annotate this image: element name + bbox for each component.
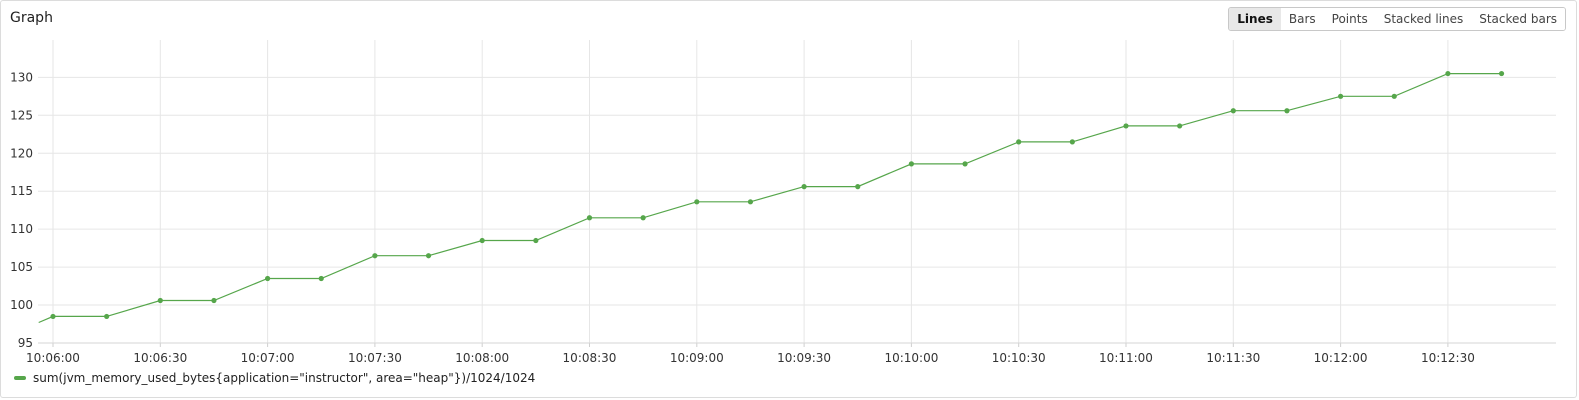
points-mode-button[interactable]: Points (1323, 8, 1376, 30)
chart-legend[interactable]: sum(jvm_memory_used_bytes{application="i… (14, 371, 535, 385)
data-point (1391, 93, 1397, 99)
lines-mode-button[interactable]: Lines (1229, 8, 1281, 30)
y-tick-label: 125 (10, 108, 33, 122)
data-point (425, 253, 432, 259)
data-point (1338, 93, 1344, 99)
x-tick-label: 10:11:00 (1099, 351, 1153, 365)
data-point (586, 215, 593, 221)
data-point (50, 313, 56, 320)
x-tick-label: 10:06:00 (26, 351, 80, 365)
data-point (1284, 108, 1290, 114)
data-point (479, 237, 485, 244)
x-tick-label: 10:10:30 (992, 351, 1046, 365)
data-point (533, 237, 539, 244)
y-tick-label: 110 (10, 222, 33, 236)
data-point (908, 161, 915, 167)
data-point (962, 161, 968, 167)
series-line (38, 73, 1502, 324)
data-point (1123, 123, 1129, 129)
panel-title: Graph (10, 10, 53, 26)
x-tick-label: 10:07:00 (241, 351, 295, 365)
data-point (1445, 70, 1451, 77)
x-tick-label: 10:11:30 (1206, 351, 1260, 365)
stacked-bars-mode-button[interactable]: Stacked bars (1471, 8, 1565, 30)
bars-mode-button[interactable]: Bars (1280, 8, 1324, 30)
x-tick-label: 10:09:30 (777, 351, 831, 365)
y-tick-label: 105 (10, 260, 33, 274)
legend-swatch (14, 376, 26, 380)
data-point (265, 275, 271, 282)
x-tick-label: 10:07:30 (348, 351, 402, 365)
y-tick-label: 120 (10, 146, 33, 160)
x-tick-label: 10:06:30 (133, 351, 187, 365)
data-point (104, 313, 110, 320)
x-tick-label: 10:08:30 (563, 351, 617, 365)
data-point (855, 184, 861, 190)
x-tick-label: 10:12:30 (1421, 351, 1475, 365)
y-tick-label: 100 (10, 298, 33, 312)
data-point (801, 184, 807, 190)
data-point (1069, 139, 1075, 145)
x-tick-label: 10:10:00 (884, 351, 938, 365)
data-point (1230, 108, 1236, 114)
data-point (318, 275, 324, 282)
x-tick-label: 10:09:00 (670, 351, 724, 365)
x-tick-label: 10:12:00 (1314, 351, 1368, 365)
y-tick-label: 115 (10, 184, 33, 198)
data-point (1016, 139, 1022, 145)
data-point (1177, 123, 1183, 129)
x-tick-label: 10:08:00 (455, 351, 509, 365)
data-point (211, 297, 217, 304)
legend-series-label: sum(jvm_memory_used_bytes{application="i… (33, 371, 536, 385)
y-tick-label: 130 (10, 70, 33, 84)
data-point (640, 215, 646, 221)
data-point (157, 297, 163, 304)
stacked-lines-mode-button[interactable]: Stacked lines (1375, 8, 1472, 30)
data-point (372, 253, 378, 259)
view-mode-toggle: Lines Bars Points Stacked lines Stacked … (1228, 7, 1566, 31)
data-point (694, 199, 700, 205)
data-point (1498, 70, 1505, 77)
y-tick-label: 95 (18, 336, 33, 350)
data-point (747, 199, 754, 205)
